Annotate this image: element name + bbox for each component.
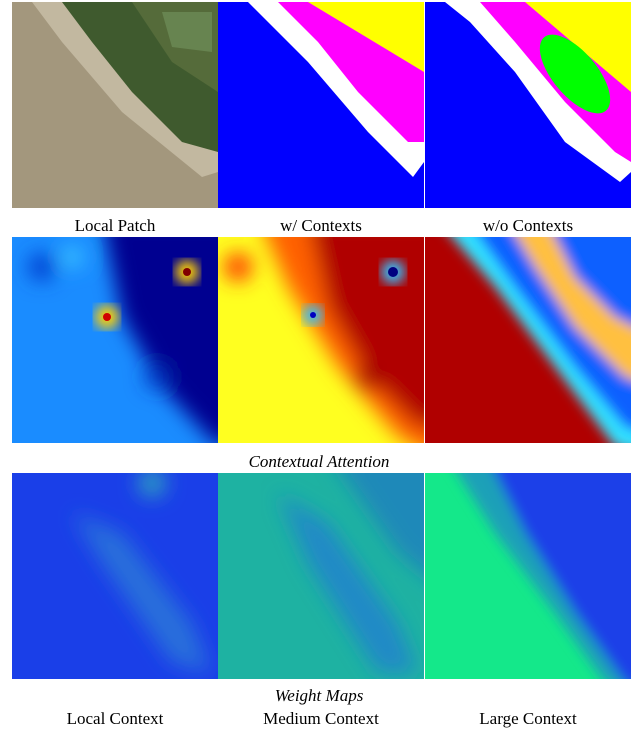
row-caption: Contextual Attention bbox=[248, 452, 390, 471]
row-caption: Weight Maps bbox=[274, 686, 364, 705]
panel-label: w/o Contexts bbox=[482, 216, 574, 235]
column-label: Medium Context bbox=[263, 709, 379, 728]
column-label: Large Context bbox=[479, 709, 577, 728]
attention-medium bbox=[218, 237, 424, 443]
column-label: Local Context bbox=[66, 709, 164, 728]
attention-large bbox=[425, 237, 631, 443]
attention-local bbox=[12, 237, 218, 443]
segmentation-with-context bbox=[218, 2, 424, 208]
weight-large bbox=[425, 473, 631, 679]
segmentation-without-context bbox=[425, 2, 631, 208]
panel-label: w/ Contexts bbox=[280, 216, 362, 235]
satellite-image bbox=[12, 2, 218, 208]
weight-local bbox=[12, 473, 218, 679]
panel-label: Local Patch bbox=[74, 216, 156, 235]
weight-medium bbox=[218, 473, 424, 679]
